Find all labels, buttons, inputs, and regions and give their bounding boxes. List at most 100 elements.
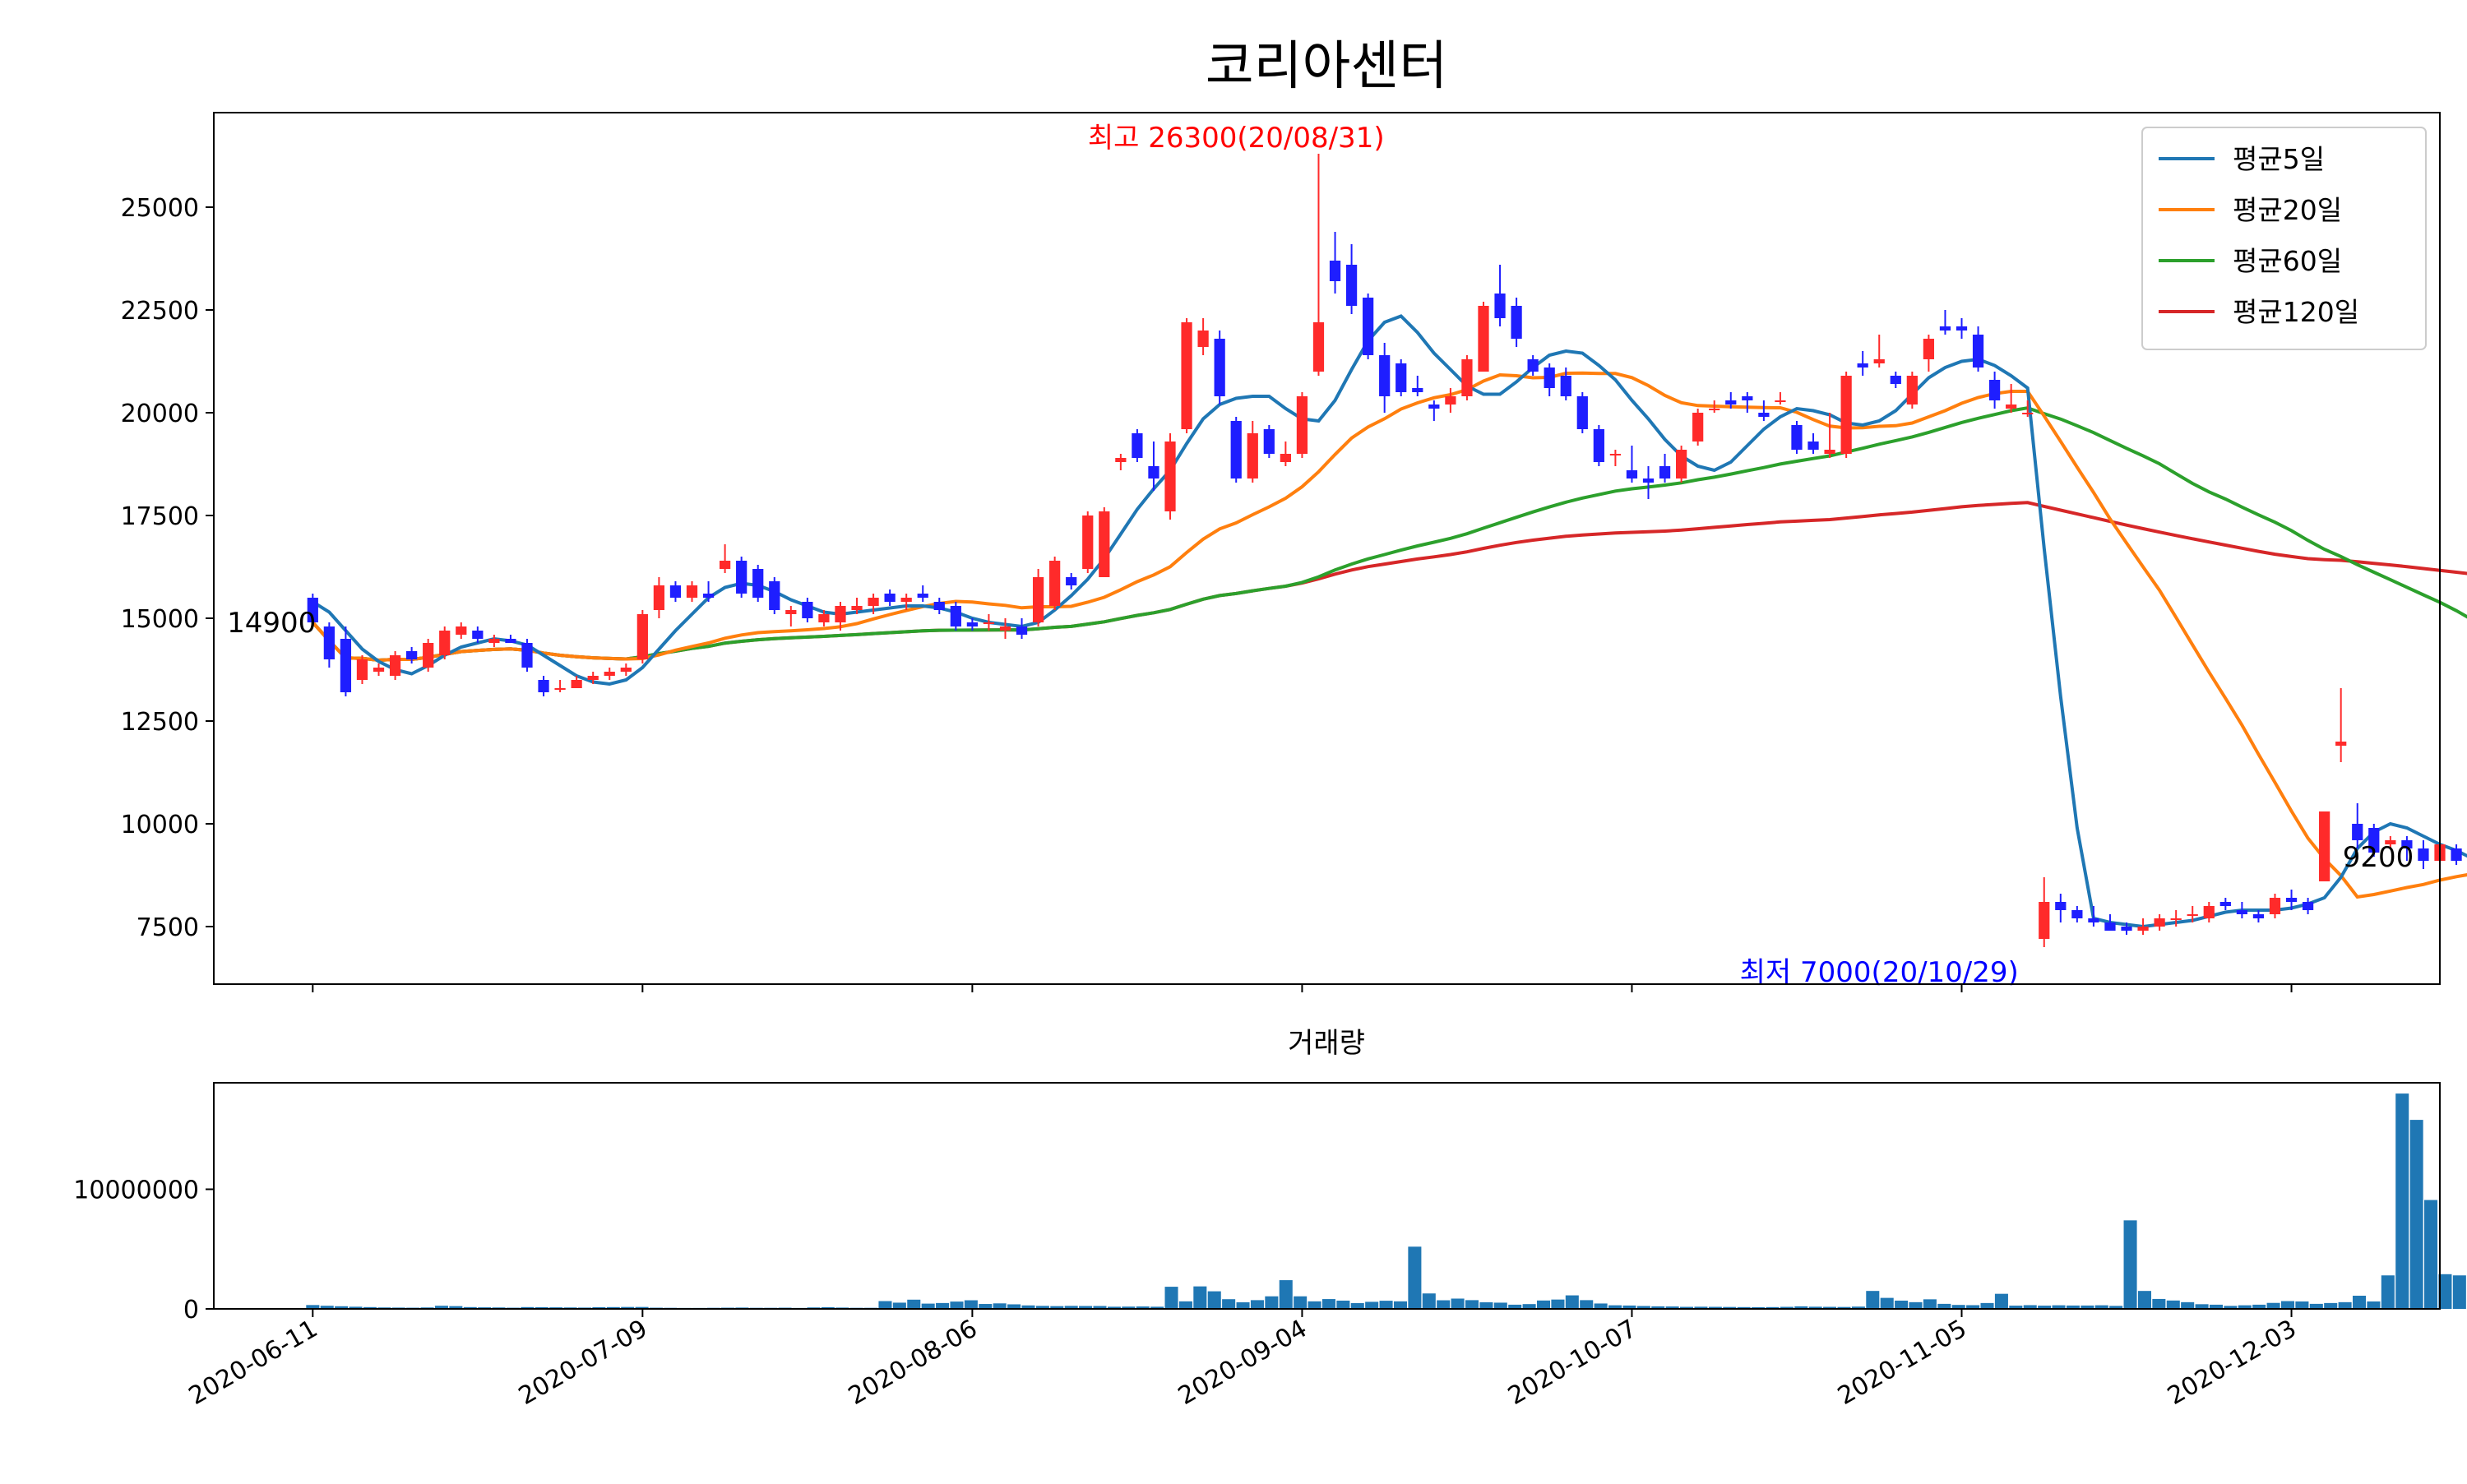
volume-bar — [2395, 1093, 2409, 1309]
candle-body — [2039, 902, 2050, 939]
volume-bar — [2238, 1305, 2252, 1309]
volume-bar — [936, 1302, 950, 1309]
candle-body — [2269, 898, 2281, 914]
volume-bar — [521, 1306, 535, 1309]
volume-bar — [1980, 1302, 1994, 1309]
candle-body — [1840, 376, 1852, 454]
volume-bar — [635, 1306, 649, 1309]
candle-body — [1181, 322, 1192, 429]
candle-body — [1725, 400, 1737, 405]
candle-body — [1906, 376, 1918, 405]
candle-body — [884, 594, 896, 602]
volume-bar — [1708, 1306, 1722, 1309]
price-y-tick-label: 20000 — [121, 400, 199, 428]
price-plot-frame — [213, 112, 2441, 985]
volume-bar — [2109, 1306, 2123, 1309]
date-tick-label: 2020-11-05 — [1833, 1315, 1971, 1411]
candle-body — [653, 585, 665, 610]
volume-bar — [2352, 1295, 2367, 1309]
ma5-line — [312, 314, 2467, 929]
candle-body — [2451, 848, 2462, 861]
candle-body — [1461, 359, 1473, 396]
candle-body — [1395, 363, 1407, 392]
candle-body — [2385, 840, 2396, 844]
candlestick-series — [307, 154, 2462, 947]
volume-bar — [1422, 1293, 1436, 1309]
volume-bar — [1808, 1306, 1822, 1309]
candle-body — [950, 606, 961, 626]
volume-bar — [892, 1302, 906, 1309]
price-axis-ticks: 7500 10000 12500 15000 17500 20000 22500 25000 — [121, 194, 214, 942]
candle-body — [1478, 306, 1489, 372]
volume-bar — [363, 1306, 377, 1309]
candle-body — [1428, 405, 1440, 409]
volume-bar — [1279, 1280, 1293, 1309]
legend-label: 평균120일 — [2233, 296, 2359, 328]
volume-bar — [1321, 1299, 1335, 1309]
volume-bar — [1437, 1300, 1451, 1309]
volume-bar — [2309, 1303, 2323, 1309]
volume-bar — [1222, 1299, 1236, 1309]
volume-bar — [1493, 1302, 1507, 1309]
volume-bar — [1680, 1306, 1694, 1309]
candle-body — [1312, 322, 1325, 372]
candle-body — [1626, 470, 1638, 478]
volume-axis-ticks: 0 10000000 — [73, 1176, 214, 1325]
volume-bar — [2252, 1304, 2266, 1309]
ma20-line — [311, 371, 2467, 899]
candle-body — [1412, 388, 1423, 392]
volume-bar — [2038, 1306, 2052, 1309]
volume-bar — [1923, 1299, 1937, 1309]
candle-body — [1742, 396, 1753, 400]
volume-bar — [1178, 1301, 1192, 1309]
volume-bar — [2094, 1305, 2108, 1309]
volume-bar — [1752, 1306, 1766, 1309]
candle-body — [389, 655, 401, 676]
candle-body — [1099, 511, 1110, 577]
candle-body — [1642, 478, 1655, 483]
volume-y-tick-label: 10000000 — [73, 1176, 199, 1204]
candle-body — [2236, 910, 2247, 914]
ma60-line — [311, 406, 2467, 663]
candle-body — [1247, 433, 1258, 478]
candle-body — [2137, 927, 2149, 931]
candle-body — [933, 602, 945, 610]
candle-body — [1049, 561, 1061, 606]
volume-bar — [2066, 1305, 2080, 1309]
volume-bar — [1522, 1304, 1536, 1309]
volume-bar — [1766, 1306, 1780, 1309]
volume-bar — [1236, 1301, 1250, 1309]
volume-bar — [1207, 1291, 1221, 1309]
candle-body — [1956, 326, 1968, 331]
volume-bar — [878, 1301, 892, 1309]
start-value-annotation: 14900 — [227, 607, 316, 640]
candle-body — [1593, 429, 1604, 462]
price-y-tick-label: 12500 — [121, 708, 199, 737]
volume-bar — [1622, 1305, 1636, 1309]
legend-box — [2141, 127, 2427, 350]
candle-body — [719, 561, 731, 569]
candle-body — [802, 602, 813, 618]
volume-bar — [1021, 1305, 1035, 1309]
candle-body — [2071, 910, 2083, 918]
volume-bar — [2338, 1301, 2352, 1309]
price-y-tick-label: 15000 — [121, 605, 199, 634]
candle-body — [1758, 413, 1770, 417]
volume-bar — [2195, 1304, 2209, 1309]
candle-body — [1544, 368, 1555, 388]
candle-body — [835, 606, 846, 622]
candle-body — [868, 598, 879, 606]
volume-bar — [449, 1306, 463, 1309]
candle-body — [423, 643, 434, 668]
volume-bar — [2209, 1304, 2223, 1309]
candle-body — [917, 594, 928, 598]
volume-bar — [535, 1306, 548, 1309]
volume-bar — [1951, 1305, 1965, 1309]
volume-bar — [1465, 1300, 1479, 1309]
volume-bar — [2123, 1220, 2137, 1309]
volume-bar — [1636, 1306, 1650, 1309]
volume-bar — [1909, 1301, 1923, 1309]
volume-bar — [1093, 1306, 1107, 1309]
candle-body — [1379, 355, 1391, 396]
